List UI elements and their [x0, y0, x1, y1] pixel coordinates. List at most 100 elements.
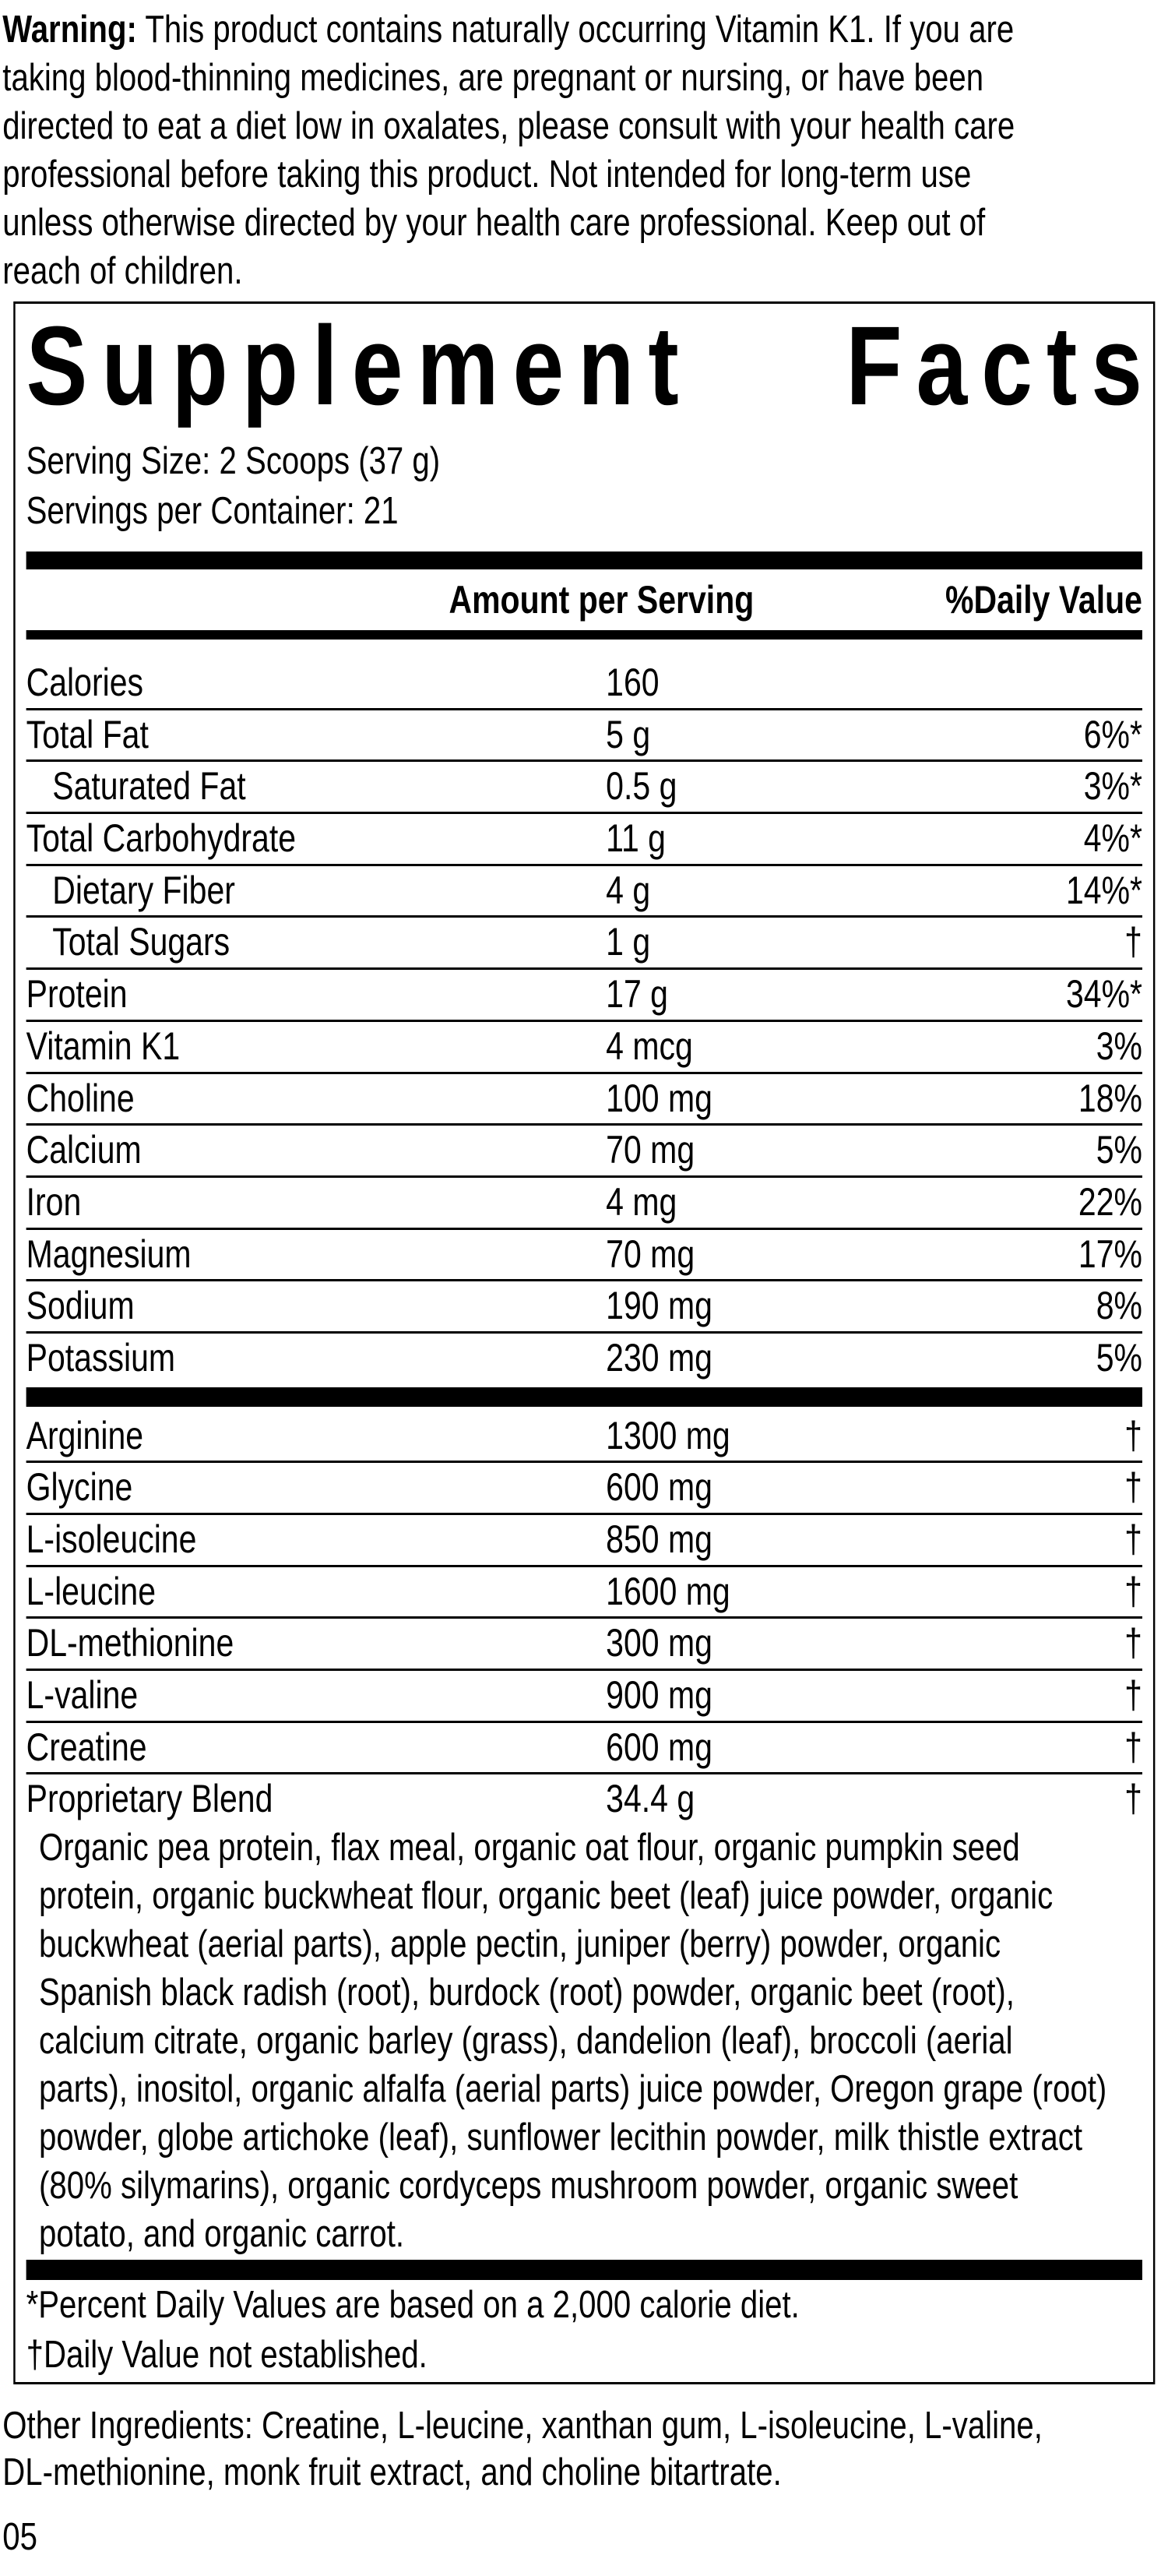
nutrient-name: Calories — [26, 661, 144, 704]
supplement-facts-panel: Supplement Facts Serving Size: 2 Scoops … — [13, 301, 1156, 2384]
table-row: Magnesium 70 mg 17% — [26, 1230, 1142, 1282]
footnote-daily-value: *Percent Daily Values are based on a 2,0… — [26, 2284, 800, 2327]
blend-line: powder, globe artichoke (leaf), sunflowe… — [39, 2116, 1082, 2159]
divider-thick — [26, 1387, 1142, 1407]
table-row: Potassium 230 mg 5% — [26, 1334, 1142, 1386]
blend-line: potato, and organic carrot. — [39, 2213, 405, 2256]
table-row: Proprietary Blend 34.4 g † — [26, 1774, 1142, 1827]
warning-text: Warning: This product contains naturally… — [2, 5, 1015, 295]
warning-line: taking blood-thinning medicines, are pre… — [2, 57, 984, 99]
table-row: Choline 100 mg 18% — [26, 1074, 1142, 1126]
table-row: Total Carbohydrate 11 g 4%* — [26, 814, 1142, 866]
nutrient-amount: 1 g — [606, 920, 651, 964]
nutrient-amount: 11 g — [606, 816, 666, 861]
warning-line: Warning: This product contains naturally… — [2, 9, 1015, 51]
nutrient-amount: 70 mg — [606, 1128, 695, 1172]
nutrient-name: Iron — [26, 1179, 82, 1224]
nutrient-name: Sodium — [26, 1284, 135, 1328]
nutrient-daily-value: † — [1124, 920, 1142, 964]
nutrient-name: Total Fat — [26, 712, 149, 756]
nutrient-name: L-isoleucine — [26, 1517, 197, 1561]
nutrient-amount: 0.5 g — [606, 764, 677, 809]
nutrient-daily-value: 3% — [1096, 1024, 1142, 1068]
table-row: Creatine 600 mg † — [26, 1723, 1142, 1775]
nutrient-rows: Calories 160 Total Fat 5 g 6%* Saturated Fat 0… — [26, 658, 1142, 1386]
nutrient-name: Choline — [26, 1076, 135, 1120]
warning-line: reach of children. — [2, 250, 243, 292]
nutrient-daily-value: 22% — [1078, 1179, 1142, 1224]
nutrient-amount: 34.4 g — [606, 1777, 695, 1821]
nutrient-daily-value: † — [1124, 1517, 1142, 1561]
nutrient-name: Total Carbohydrate — [26, 816, 297, 861]
nutrient-daily-value: 5% — [1096, 1128, 1142, 1172]
nutrient-amount: 4 g — [606, 868, 651, 912]
serving-size: Serving Size: 2 Scoops (37 g) — [26, 440, 441, 482]
nutrient-daily-value: 6%* — [1083, 712, 1142, 756]
nutrient-name: DL-methionine — [26, 1621, 234, 1665]
column-header: Amount per Serving %Daily Value — [26, 569, 1142, 630]
nutrient-daily-value: † — [1124, 1673, 1142, 1718]
other-ingredient-rows: Arginine 1300 mg † Glycine 600 mg † L-isoleuci… — [26, 1411, 1142, 1827]
other-ingredients: Other Ingredients: Creatine, L-leucine, … — [2, 2402, 1043, 2496]
table-row: Protein 17 g 34%* — [26, 970, 1142, 1022]
nutrient-amount: 160 — [606, 661, 660, 704]
nutrient-amount: 850 mg — [606, 1517, 712, 1561]
other-ingredients-line: DL-methionine, monk fruit extract, and c… — [2, 2451, 782, 2493]
nutrient-name: L-valine — [26, 1673, 139, 1718]
nutrient-daily-value: 17% — [1078, 1232, 1142, 1276]
nutrient-amount: 600 mg — [606, 1465, 712, 1510]
nutrient-amount: 1300 mg — [606, 1413, 730, 1457]
nutrient-daily-value: † — [1124, 1777, 1142, 1821]
nutrient-amount: 900 mg — [606, 1673, 712, 1718]
nutrient-name: Proprietary Blend — [26, 1777, 273, 1821]
nutrient-name: Protein — [26, 972, 128, 1017]
nutrient-name: Glycine — [26, 1465, 133, 1510]
table-row: Total Fat 5 g 6%* — [26, 710, 1142, 763]
divider-thick — [26, 551, 1142, 569]
blend-line: protein, organic buckwheat flour, organi… — [39, 1875, 1054, 1918]
nutrient-amount: 100 mg — [606, 1076, 712, 1120]
label-code: 05 — [2, 2516, 37, 2558]
nutrient-name: Calcium — [26, 1128, 142, 1172]
nutrient-daily-value: 18% — [1078, 1076, 1142, 1120]
nutrient-daily-value: 14%* — [1065, 868, 1142, 912]
table-row: L-leucine 1600 mg † — [26, 1567, 1142, 1619]
nutrient-amount: 230 mg — [606, 1335, 712, 1380]
nutrient-amount: 17 g — [606, 972, 668, 1017]
table-row: Calories 160 — [26, 658, 1142, 710]
warning-line: unless otherwise directed by your health… — [2, 202, 986, 244]
table-row: Vitamin K1 4 mcg 3% — [26, 1022, 1142, 1074]
nutrient-daily-value: 8% — [1096, 1284, 1142, 1328]
blend-line: calcium citrate, organic barley (grass),… — [39, 2020, 1013, 2063]
footnote-dagger: †Daily Value not established. — [26, 2334, 427, 2377]
nutrient-name: Dietary Fiber — [52, 868, 235, 912]
blend-line: Spanish black radish (root), burdock (ro… — [39, 1972, 1015, 2014]
blend-line: buckwheat (aerial parts), apple pectin, … — [39, 1923, 1001, 1966]
table-row: DL-methionine 300 mg † — [26, 1619, 1142, 1672]
nutrient-amount: 70 mg — [606, 1232, 695, 1276]
proprietary-blend-ingredients: Organic pea protein, flax meal, organic … — [26, 1824, 1142, 2258]
nutrient-amount: 4 mcg — [606, 1024, 693, 1068]
table-row: L-valine 900 mg † — [26, 1671, 1142, 1723]
nutrient-name: Vitamin K1 — [26, 1024, 181, 1068]
table-row: L-isoleucine 850 mg † — [26, 1515, 1142, 1567]
table-row: Saturated Fat 0.5 g 3%* — [26, 762, 1142, 815]
nutrient-amount: 190 mg — [606, 1284, 712, 1328]
table-row: Iron 4 mg 22% — [26, 1178, 1142, 1230]
table-row: Dietary Fiber 4 g 14%* — [26, 866, 1142, 918]
nutrient-daily-value: † — [1124, 1413, 1142, 1457]
nutrient-amount: 300 mg — [606, 1621, 712, 1665]
table-row: Calcium 70 mg 5% — [26, 1126, 1142, 1178]
nutrient-name: Arginine — [26, 1413, 144, 1457]
nutrient-name: Potassium — [26, 1335, 176, 1380]
nutrient-daily-value: † — [1124, 1725, 1142, 1769]
nutrient-daily-value: † — [1124, 1621, 1142, 1665]
blend-line: parts), inositol, organic alfalfa (aeria… — [39, 2068, 1107, 2111]
warning-label: Warning: — [2, 9, 137, 51]
servings-per-container: Servings per Container: 21 — [26, 490, 399, 532]
header-amount: Amount per Serving — [449, 578, 755, 622]
warning-line: professional before taking this product.… — [2, 153, 972, 196]
nutrient-amount: 5 g — [606, 712, 651, 756]
nutrient-daily-value: 4%* — [1083, 816, 1142, 861]
